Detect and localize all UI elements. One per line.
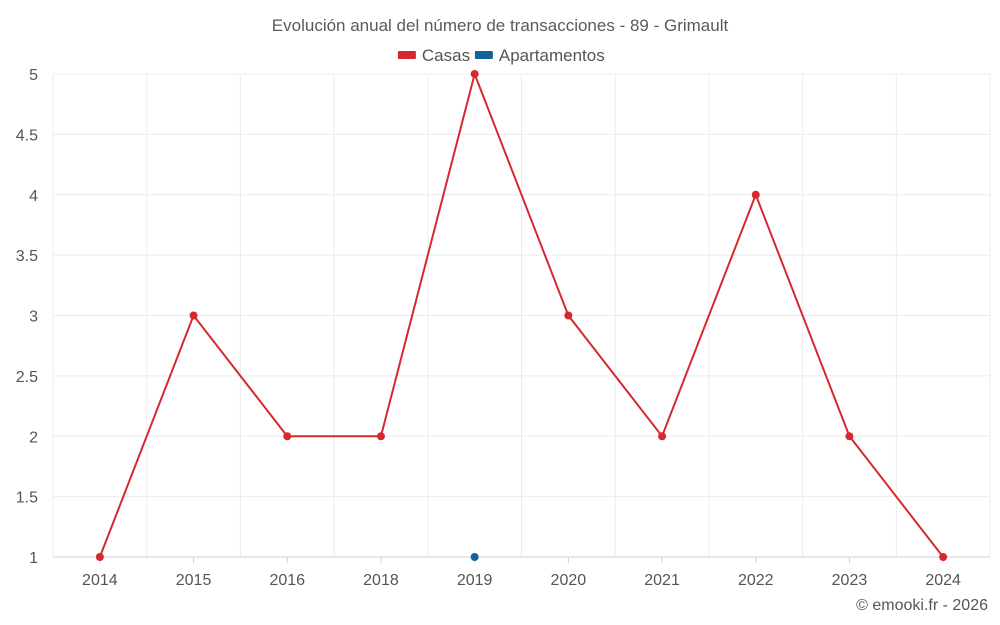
- data-point[interactable]: [939, 553, 948, 561]
- chart-title: Evolución anual del número de transaccio…: [272, 16, 729, 35]
- y-tick-label: 1: [29, 550, 38, 567]
- x-tick-label: 2019: [457, 572, 493, 589]
- x-tick-label: 2023: [832, 572, 868, 589]
- data-point[interactable]: [470, 553, 479, 561]
- x-tick-label: 2020: [551, 572, 587, 589]
- y-tick-label: 2.5: [16, 369, 38, 386]
- x-tick-label: 2015: [176, 572, 212, 589]
- y-tick-label: 5: [29, 67, 38, 84]
- data-point[interactable]: [376, 432, 385, 441]
- data-point[interactable]: [95, 553, 104, 561]
- legend-item-casas[interactable]: Casas: [397, 46, 470, 65]
- x-tick-label: 2016: [269, 572, 305, 589]
- data-point[interactable]: [751, 190, 760, 199]
- data-point[interactable]: [845, 432, 854, 441]
- series-apartamentos: [470, 553, 479, 561]
- legend-swatch: [397, 51, 416, 59]
- x-tick-label: 2021: [644, 572, 680, 589]
- data-point[interactable]: [658, 432, 667, 441]
- data-point[interactable]: [283, 432, 292, 441]
- y-axis: 1 1.5 2 2.5 3 3.5 4 4.5 5: [16, 67, 38, 567]
- x-tick-label: 2024: [925, 572, 961, 589]
- series-line: [98, 70, 944, 558]
- x-tick-label: 2022: [738, 572, 774, 589]
- x-tick-label: 2014: [82, 572, 118, 589]
- legend-item-apartamentos[interactable]: Apartamentos: [474, 46, 605, 65]
- y-tick-label: 4.5: [16, 127, 38, 144]
- y-tick-label: 2: [29, 429, 38, 446]
- x-axis: 2014 2015 2016 2018 2019 2020 2021 2022 2023 2024: [82, 557, 961, 589]
- y-tick-label: 3.5: [16, 248, 38, 265]
- legend-label: Apartamentos: [499, 46, 605, 65]
- chart-legend: Casas Apartamentos: [397, 46, 605, 65]
- series-layer: [95, 70, 948, 561]
- data-point[interactable]: [189, 311, 198, 320]
- series-casas: [95, 70, 948, 561]
- legend-swatch: [474, 51, 493, 59]
- data-point[interactable]: [564, 311, 573, 320]
- y-tick-label: 1.5: [16, 490, 38, 507]
- y-tick-label: 4: [29, 188, 38, 205]
- data-point[interactable]: [470, 70, 479, 78]
- legend-label: Casas: [422, 46, 470, 65]
- x-tick-label: 2018: [363, 572, 399, 589]
- y-tick-label: 3: [29, 309, 38, 326]
- credit-text: © emooki.fr - 2026: [856, 597, 988, 614]
